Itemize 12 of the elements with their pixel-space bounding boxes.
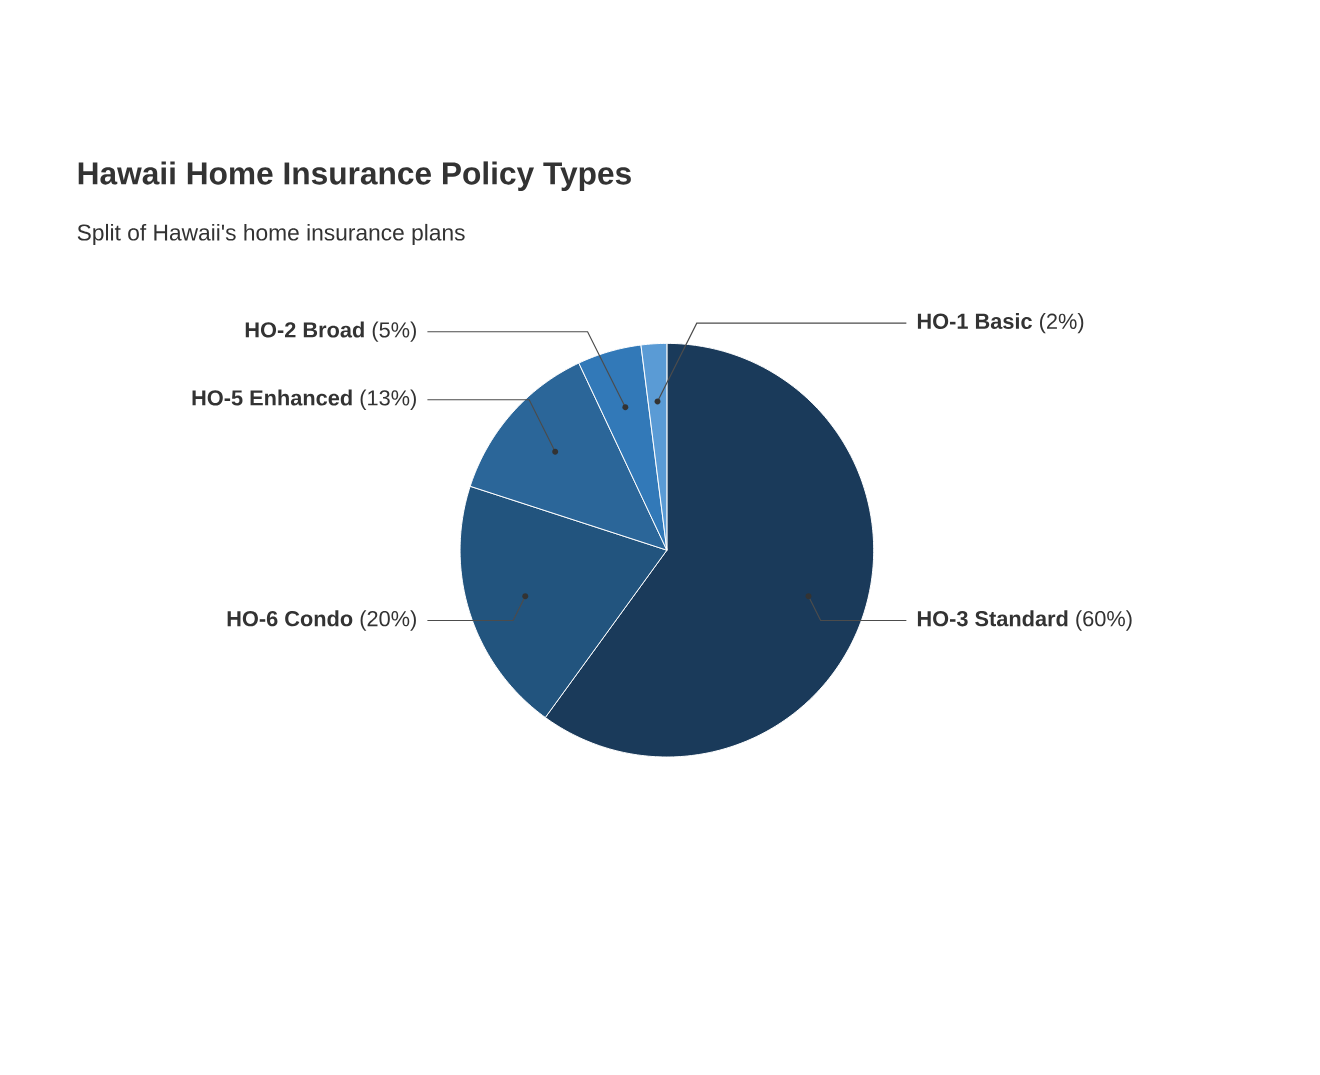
slice-label: HO-6 Condo <box>227 610 353 627</box>
data-label: (60%) <box>1076 610 1132 631</box>
slice-label: HO-1 Basic <box>917 313 1032 330</box>
chart-title: Hawaii Home Insurance Policy Types <box>78 161 631 192</box>
data-label: (5%) <box>372 321 416 343</box>
slice-label: HO-2 Broad <box>245 321 364 338</box>
data-label: (20%) <box>360 610 416 631</box>
data-label: (2%) <box>1040 313 1084 334</box>
data-label: (13%) <box>360 389 416 411</box>
slice-label: HO-5 Enhanced <box>192 389 352 406</box>
slice-label: HO-3 Standard <box>917 610 1068 627</box>
chart-subtitle: Split of Hawaii's home insurance plans <box>77 224 465 246</box>
